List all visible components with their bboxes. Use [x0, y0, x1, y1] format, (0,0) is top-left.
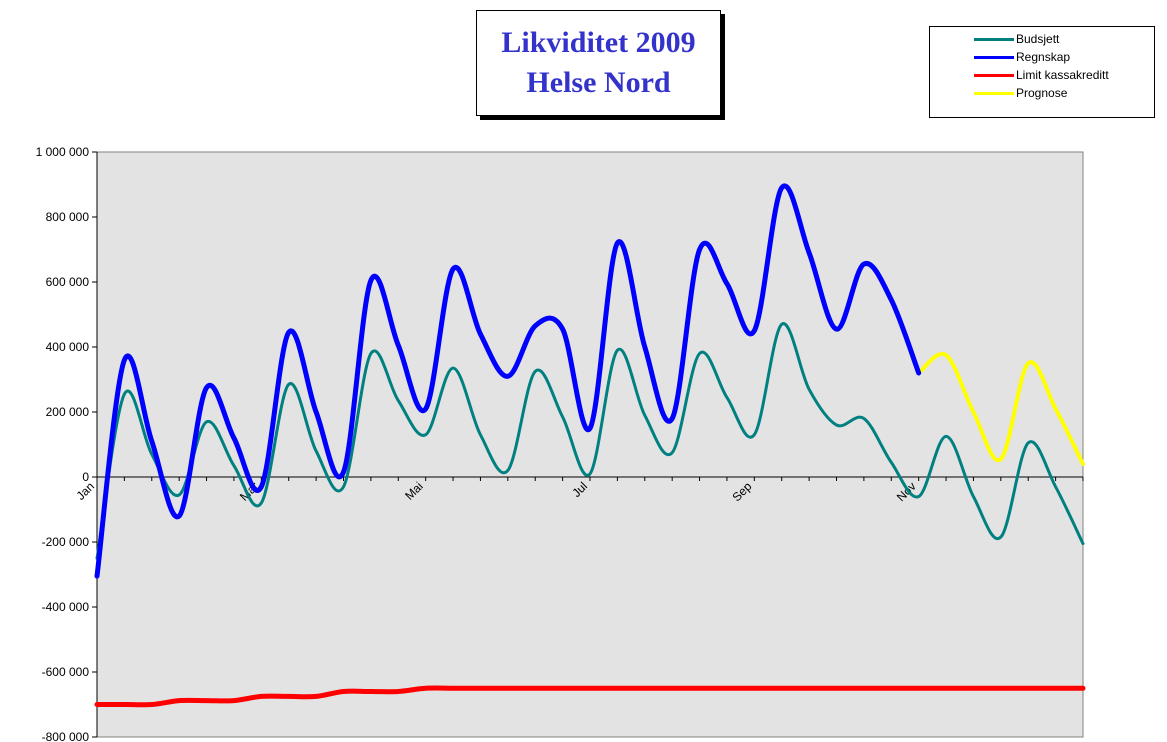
y-tick-label: 800 000: [46, 210, 90, 224]
legend-swatch-regnskap: [974, 56, 1014, 59]
chart-title-line-1: Likviditet 2009: [501, 26, 696, 59]
y-tick-label: 200 000: [46, 405, 90, 419]
legend-item-prognose: Prognose: [930, 84, 1154, 102]
legend-label-prognose: Prognose: [1016, 86, 1068, 100]
y-tick-label: 0: [82, 470, 89, 484]
y-tick-label: 1 000 000: [36, 145, 90, 159]
y-tick-label: -800 000: [42, 730, 90, 742]
legend-label-limit: Limit kassakreditt: [1016, 68, 1109, 82]
legend-swatch-budsjett: [974, 38, 1014, 41]
y-tick-label: 600 000: [46, 275, 90, 289]
series-line-prognose: [916, 351, 1085, 466]
plot-area: [96, 151, 1084, 738]
y-tick-label: 400 000: [46, 340, 90, 354]
legend-item-regnskap: Regnskap: [930, 48, 1154, 66]
y-tick-label: -400 000: [42, 600, 90, 614]
x-tick-label: Jan: [74, 479, 98, 503]
chart-title-box: Likviditet 2009 Helse Nord: [476, 10, 721, 116]
legend-label-regnskap: Regnskap: [1016, 50, 1071, 64]
legend: Budsjett Regnskap Limit kassakreditt Pro…: [929, 26, 1155, 118]
legend-item-limit: Limit kassakreditt: [930, 66, 1154, 84]
legend-swatch-prognose: [974, 92, 1014, 95]
y-tick-label: -600 000: [42, 665, 90, 679]
legend-swatch-limit: [974, 74, 1014, 77]
series-line-regnskap: [94, 183, 922, 579]
series-line-budsjett: [95, 322, 1085, 560]
legend-label-budsjett: Budsjett: [1016, 32, 1060, 46]
y-axis: 1 000 000 800 000 600 000 400 000 200 000 0 -2…: [36, 145, 98, 742]
legend-item-budsjett: Budsjett: [930, 30, 1154, 48]
y-tick-label: -200 000: [42, 535, 90, 549]
chart-title-line-2: Helse Nord: [526, 66, 671, 99]
series-lines: [94, 183, 1086, 708]
series-line-limit-kassakreditt: [94, 685, 1086, 708]
